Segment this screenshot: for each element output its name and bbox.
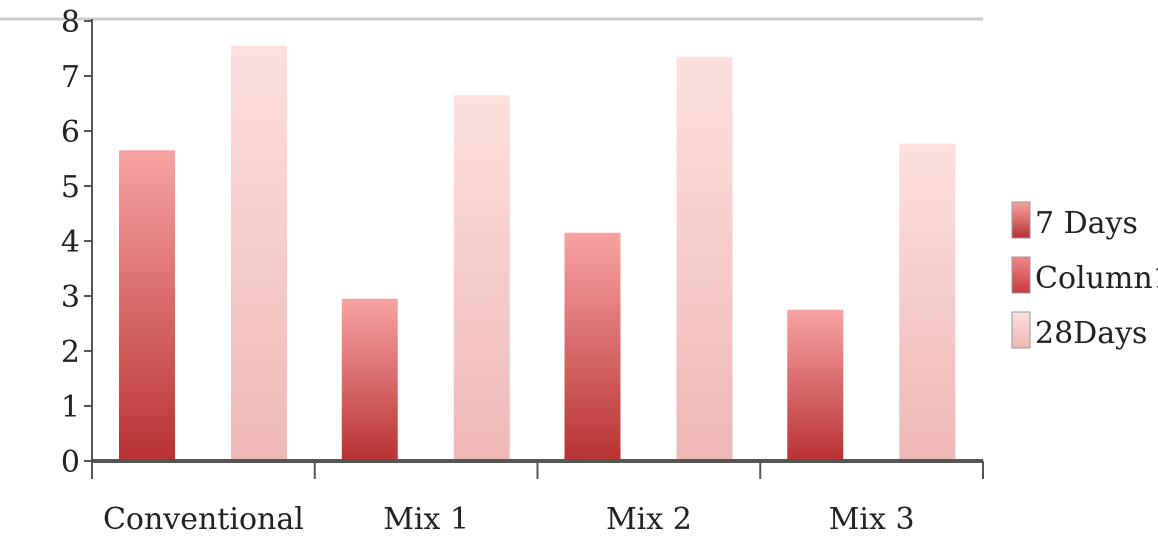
- axes-layer: 0 1 2 3 4 5 6 7 8 Conventional Mix 1 Mix 2 Mix 3: [61, 5, 984, 537]
- y-tick-label: 0: [61, 445, 80, 480]
- bar-conventional-28days: [231, 45, 287, 461]
- bar-mix-2-28days: [676, 56, 733, 461]
- y-tick-label: 6: [61, 115, 80, 150]
- y-tick-label: 7: [61, 60, 80, 95]
- bar-conventional-7-days: [119, 150, 175, 461]
- bars-layer: [119, 45, 956, 461]
- legend-swatch-7-days: [1011, 201, 1031, 239]
- legend-swatch-28days: [1011, 311, 1031, 349]
- legend-label-7-days: 7 Days: [1035, 206, 1138, 241]
- legend-label-column1: Column1: [1035, 261, 1158, 296]
- x-category-label: Conventional: [103, 502, 304, 537]
- x-category-label: Mix 2: [606, 502, 692, 537]
- bar-mix-1-7-days: [341, 298, 398, 461]
- y-tick-label: 4: [61, 225, 80, 260]
- y-tick-label: 2: [61, 335, 80, 370]
- bar-mix-2-7-days: [564, 232, 621, 461]
- y-tick-label: 5: [61, 170, 80, 205]
- legend-swatch-column1: [1011, 256, 1031, 294]
- y-tick-label: 1: [61, 390, 80, 425]
- bar-mix-1-28days: [453, 95, 510, 461]
- x-category-label: Mix 1: [383, 502, 469, 537]
- legend-label-28days: 28Days: [1035, 316, 1147, 351]
- y-tick-label: 8: [61, 5, 80, 40]
- bar-mix-3-7-days: [787, 309, 844, 461]
- bar-mix-3-28days: [899, 143, 956, 461]
- y-tick-label: 3: [61, 280, 80, 315]
- legend: 7 Days Column1 28Days: [1011, 201, 1158, 351]
- x-category-label: Mix 3: [829, 502, 915, 537]
